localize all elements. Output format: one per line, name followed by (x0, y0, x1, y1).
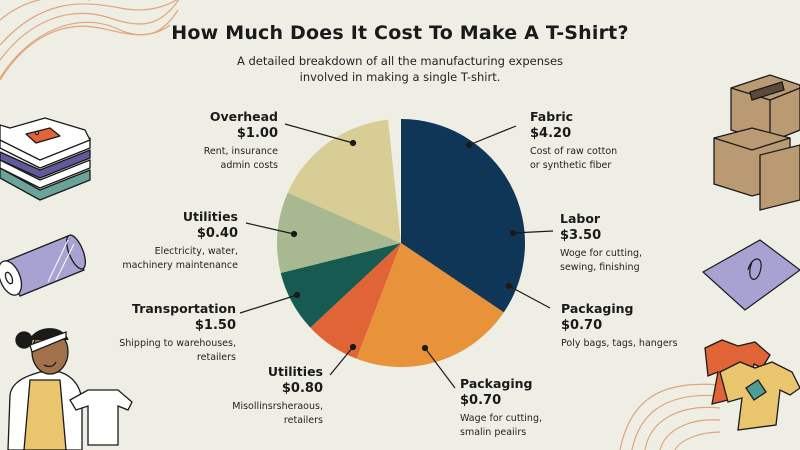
subtitle-line-1: A detailed breakdown of all the manufact… (236, 54, 564, 68)
tshirts-icon (704, 339, 800, 431)
label-name: Packaging (561, 301, 634, 316)
label-desc: Rent, insurance admin costs (203, 146, 278, 171)
label-value: $4.20 (530, 126, 572, 141)
worker-illustration (7, 328, 133, 450)
label-value: $3.50 (560, 228, 602, 243)
pie-slice-utilities (310, 243, 401, 359)
label-transportation: Transportation $1.50 Shipping to warehou… (110, 300, 236, 365)
label-value: $1.00 (236, 126, 278, 141)
shipping-boxes-icon (713, 74, 800, 211)
label-labor: Labor $3.50 Woge for cutting, sewing, fin… (560, 210, 690, 275)
label-value: $0.40 (196, 226, 238, 241)
label-packaging-right: Packaging $0.70 Poly bags, tags, hangers (561, 300, 701, 351)
label-name: Fabric (530, 109, 574, 124)
label-packaging-bottom: Packaging $0.70 Wage for cutting, smalin … (460, 375, 580, 440)
label-utilities-040: Utilities $0.40 Electricity, water, machi… (110, 208, 238, 273)
chart-subtitle: A detailed breakdown of all the manufact… (200, 53, 600, 85)
fabric-swatch-icon (701, 239, 800, 311)
label-name: Utilities (182, 209, 238, 224)
pie-slice-overhead (287, 119, 401, 243)
label-name: Labor (560, 211, 601, 226)
label-value: $1.50 (194, 318, 236, 333)
label-name: Transportation (132, 301, 236, 316)
label-utilities-080: Utilities $0.80 Misollinsrsheraous, retai… (225, 363, 323, 428)
label-value: $0.70 (460, 393, 502, 408)
pie-slice-utilities (277, 192, 401, 273)
pie-slices (277, 119, 525, 367)
label-overhead: Overhead $1.00 Rent, insurance admin cost… (160, 108, 278, 173)
pie-slice-packaging (356, 243, 504, 367)
label-value: $0.70 (561, 318, 603, 333)
label-desc: Wage for cutting, smalin peaiirs (460, 413, 542, 438)
label-name: Overhead (209, 109, 278, 124)
label-value: $0.80 (281, 381, 323, 396)
pie-slice-transportation (280, 243, 401, 328)
label-desc: Cost of raw cotton or synthetic fiber (530, 146, 618, 171)
label-desc: Electricity, water, machinery maintenance (122, 246, 238, 271)
label-name: Packaging (460, 376, 533, 391)
label-desc: Shipping to warehouses, retailers (119, 338, 236, 363)
subtitle-line-2: involved in making a single T-shirt. (299, 70, 501, 84)
label-fabric: Fabric $4.20 Cost of raw cotton or synthe… (530, 108, 680, 173)
leader-lines (239, 123, 554, 389)
folded-shirts-icon (0, 117, 91, 201)
fabric-roll-icon (0, 234, 87, 297)
label-name: Utilities (267, 364, 323, 379)
label-desc: Poly bags, tags, hangers (561, 338, 678, 349)
label-desc: Woge for cutting, sewing, finishing (560, 248, 643, 273)
label-desc: Misollinsrsheraous, retailers (232, 401, 323, 426)
chart-title: How Much Does It Cost To Make A T-Shirt? (171, 22, 629, 44)
pie-slice-fabric-labor (401, 119, 525, 313)
